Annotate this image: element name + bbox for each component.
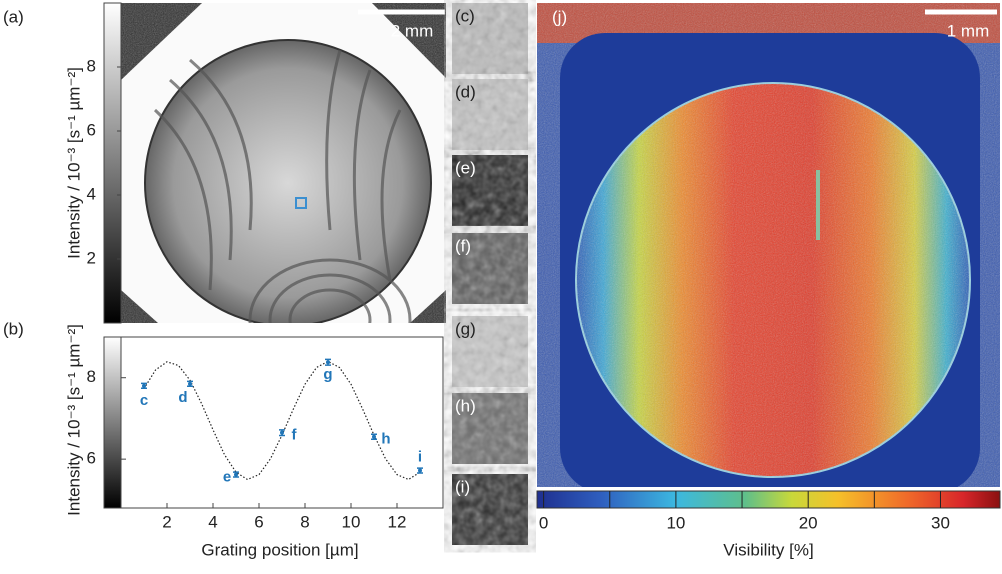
figure: (c)(d)(e)(f)(g)(h)(i)(a)2 mm2468Intensit… xyxy=(0,0,1002,569)
scale-bar-label: 1 mm xyxy=(947,21,990,40)
scale-bar-label: 2 mm xyxy=(391,21,434,40)
thumbnail-label: (g) xyxy=(455,319,476,338)
colorbar-tick-label: 8 xyxy=(87,56,96,75)
thumbnail-label: (f) xyxy=(455,236,471,255)
x-tick-label: 2 xyxy=(162,512,171,531)
x-tick-label: 4 xyxy=(208,512,217,531)
colorbar-label: Intensity / 10⁻³ [s⁻¹ µm⁻²] xyxy=(64,67,83,259)
colorbar-a xyxy=(104,3,121,323)
thumbnail-label: (i) xyxy=(455,477,470,496)
colorbar-tick-label: 20 xyxy=(799,513,818,532)
point-label: h xyxy=(381,431,390,448)
data-point xyxy=(280,431,284,435)
colorbar-tick-label: 10 xyxy=(666,513,685,532)
colorbar-tick-label: 30 xyxy=(931,513,950,532)
point-label: e xyxy=(223,469,231,486)
data-point xyxy=(418,469,422,473)
x-tick-label: 10 xyxy=(342,512,361,531)
point-label: i xyxy=(418,449,422,466)
data-point xyxy=(372,435,376,439)
colorbar-tick-label: 4 xyxy=(87,184,96,203)
thumbnail-label: (c) xyxy=(455,6,475,25)
colorbar-tick-label: 2 xyxy=(87,248,96,267)
colorbar-j xyxy=(537,491,1000,508)
thumbnail-label: (h) xyxy=(455,396,476,415)
data-point xyxy=(326,360,330,364)
panel-label: (a) xyxy=(3,7,24,26)
thumbnail-label: (d) xyxy=(455,82,476,101)
x-tick-label: 6 xyxy=(254,512,263,531)
colorbar-tick-label: 6 xyxy=(87,120,96,139)
x-tick-label: 12 xyxy=(388,512,407,531)
colorbar-tick-label: 0 xyxy=(539,513,548,532)
colorbar-b xyxy=(104,337,121,508)
x-axis-label: Grating position [µm] xyxy=(201,540,358,559)
data-point xyxy=(234,473,238,477)
point-label: g xyxy=(323,366,332,383)
data-point xyxy=(188,382,192,386)
x-tick-label: 8 xyxy=(300,512,309,531)
data-point xyxy=(142,384,146,388)
y-axis-label: Intensity / 10⁻³ [s⁻¹ µm⁻²] xyxy=(64,324,83,516)
y-tick-label: 6 xyxy=(87,449,96,468)
panel-a-image xyxy=(121,3,446,380)
colorbar-label: Visibility [%] xyxy=(723,540,813,559)
panel-label: (b) xyxy=(3,319,24,338)
thumbnail-label: (e) xyxy=(455,158,476,177)
point-label: c xyxy=(140,392,148,409)
y-tick-label: 8 xyxy=(87,367,96,386)
panel-j-image xyxy=(537,3,1000,493)
point-label: d xyxy=(178,389,187,406)
panel-label: (j) xyxy=(552,7,567,26)
